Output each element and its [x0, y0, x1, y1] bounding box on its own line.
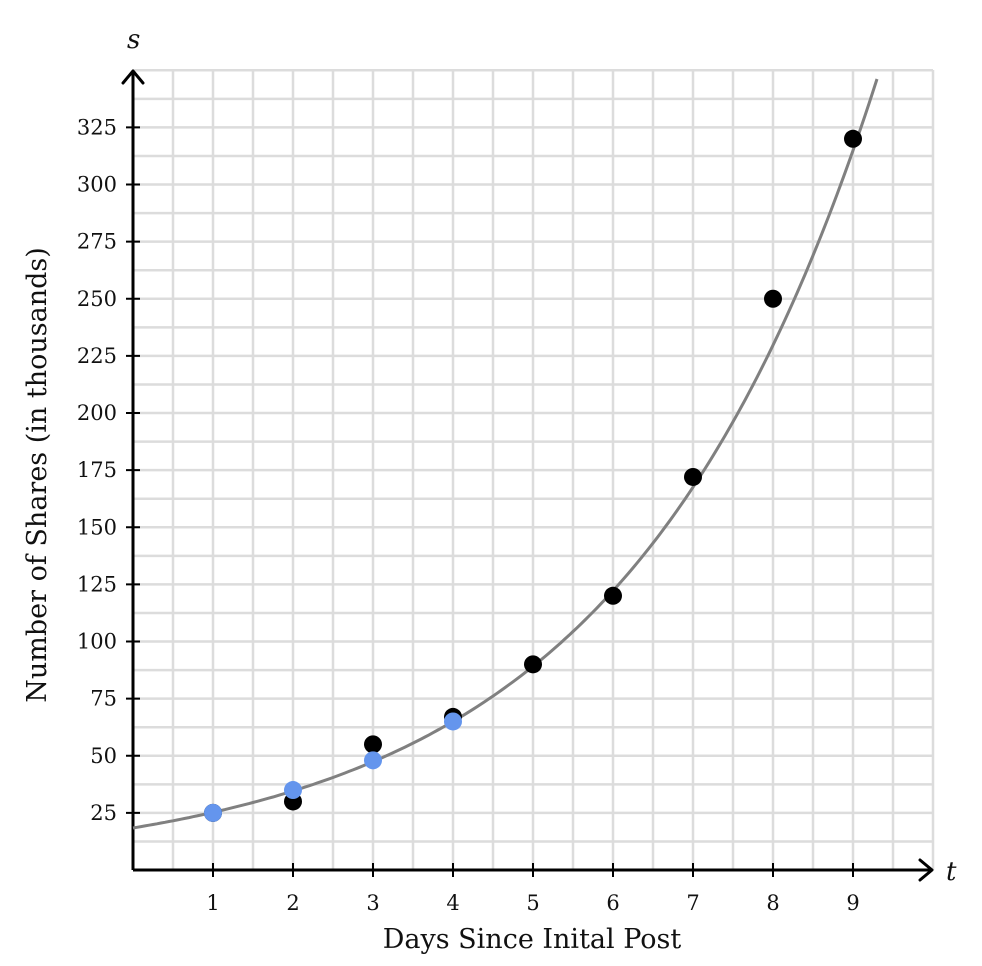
y-tick-label: 150 [77, 515, 117, 539]
x-tick-label: 3 [366, 891, 379, 915]
y-tick-label: 200 [77, 401, 117, 425]
data-point-blue [444, 712, 462, 731]
data-point-black [364, 735, 382, 754]
data-point-blue [364, 751, 382, 770]
fit-curve [132, 78, 879, 830]
y-axis-variable: s [127, 25, 140, 55]
x-tick-label: 4 [446, 891, 459, 915]
y-tick-label: 175 [77, 458, 117, 482]
y-tick-label: 50 [90, 744, 117, 768]
x-axis-arrow [918, 858, 934, 882]
fit-curve-path [132, 78, 879, 830]
grid [133, 69, 935, 870]
y-tick-label: 75 [90, 687, 117, 711]
data-point-black [684, 467, 702, 486]
y-tick-label: 325 [77, 115, 117, 139]
data-point-black [844, 129, 862, 148]
x-axis-title: Days Since Inital Post [383, 924, 682, 955]
data-point-black [604, 586, 622, 605]
tick-labels: 1 2 3 4 5 6 7 8 9 25 50 75 100 125 150 175 200 225 250 275 3… [77, 115, 860, 915]
axes [121, 69, 934, 882]
x-tick-label: 8 [766, 891, 779, 915]
y-tick-label: 275 [77, 230, 117, 254]
data-point-blue [204, 803, 222, 822]
y-tick-label: 25 [90, 801, 117, 825]
y-axis-title: Number of Shares (in thousands) [22, 247, 53, 703]
y-tick-label: 125 [77, 572, 117, 596]
x-tick-label: 7 [686, 891, 699, 915]
x-tick-label: 2 [286, 891, 299, 915]
y-tick-label: 225 [77, 344, 117, 368]
y-tick-label: 100 [77, 630, 117, 654]
x-axis-variable: t [946, 857, 957, 887]
y-tick-label: 300 [77, 173, 117, 197]
y-axis-arrow [121, 69, 145, 85]
data-point-black [524, 655, 542, 674]
data-point-black [764, 289, 782, 308]
x-tick-label: 5 [526, 891, 539, 915]
x-tick-label: 6 [606, 891, 619, 915]
data-point-blue [284, 781, 302, 800]
data-points [204, 129, 862, 822]
y-tick-label: 250 [77, 287, 117, 311]
x-tick-label: 1 [206, 891, 219, 915]
x-tick-label: 9 [846, 891, 859, 915]
